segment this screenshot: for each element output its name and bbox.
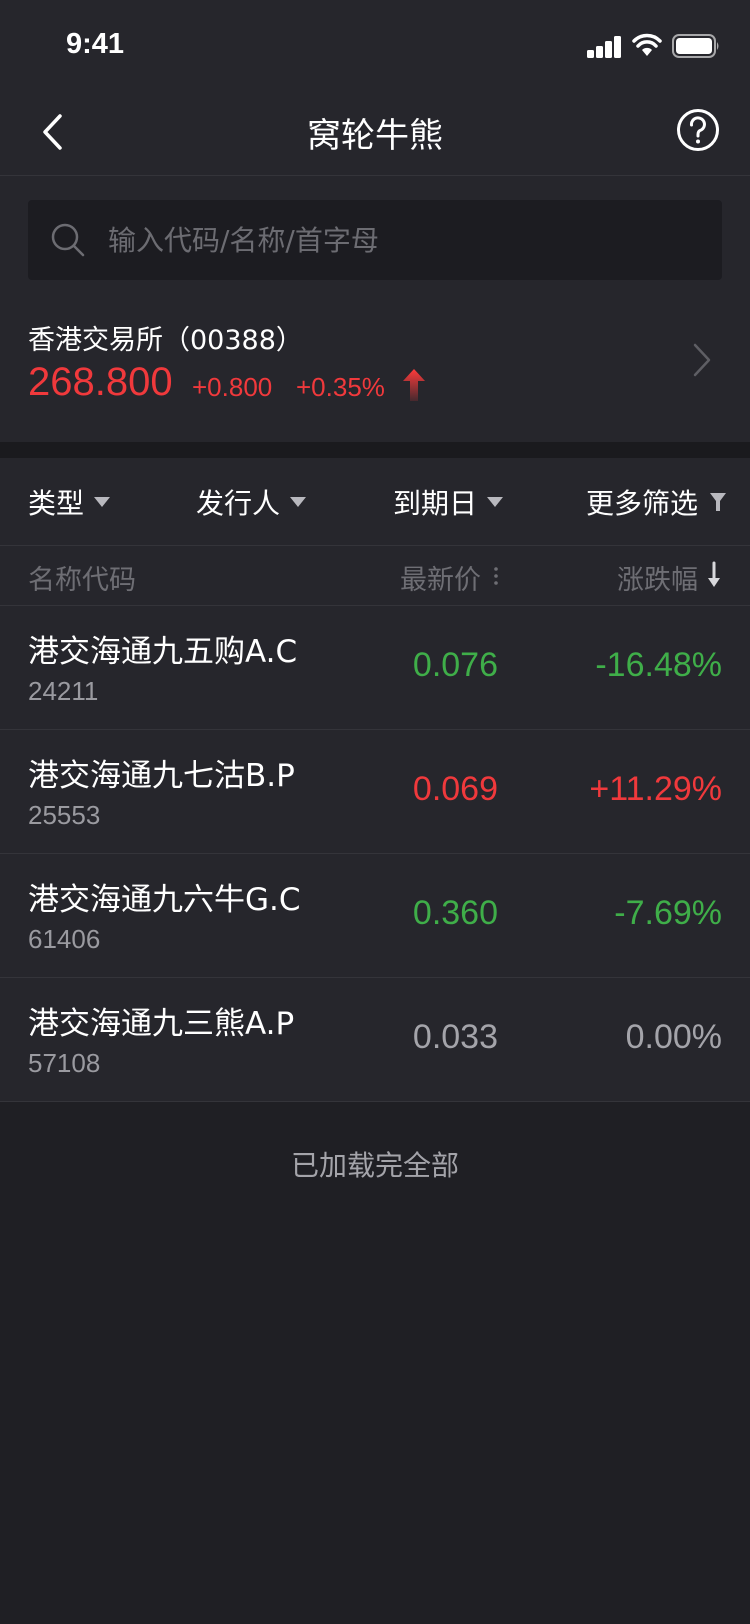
table-row[interactable]: 港交海通九三熊A.P 57108 0.033 0.00% bbox=[0, 978, 750, 1102]
row-change: -16.48% bbox=[595, 646, 722, 684]
chevron-right-icon bbox=[693, 343, 711, 377]
wifi-icon bbox=[632, 33, 662, 56]
row-code: 24211 bbox=[28, 676, 99, 706]
signal-icon bbox=[587, 36, 623, 58]
row-price: 0.076 bbox=[412, 646, 498, 684]
back-button[interactable] bbox=[30, 110, 74, 154]
column-header: 名称代码 最新价 涨跌幅 bbox=[0, 546, 750, 606]
nav-bar: 窝轮牛熊 bbox=[0, 88, 750, 176]
index-quote-card[interactable]: 香港交易所（00388） 268.800 +0.800 +0.35% bbox=[0, 300, 750, 442]
row-change: -7.69% bbox=[614, 894, 722, 932]
index-price: 268.800 bbox=[28, 360, 173, 404]
filter-more-label: 更多筛选 bbox=[586, 487, 699, 520]
search-input[interactable] bbox=[108, 200, 708, 280]
header-panel: 9:41 窝轮牛 bbox=[0, 0, 750, 442]
filter-type[interactable]: 类型 bbox=[28, 458, 111, 546]
filter-expiry-label: 到期日 bbox=[393, 487, 478, 520]
page-title: 窝轮牛熊 bbox=[307, 116, 443, 156]
table-row[interactable]: 港交海通九五购A.C 24211 0.076 -16.48% bbox=[0, 606, 750, 730]
row-code: 61406 bbox=[28, 924, 101, 954]
warrant-list: 港交海通九五购A.C 24211 0.076 -16.48% 港交海通九七沽B.… bbox=[0, 606, 750, 1102]
row-price: 0.069 bbox=[412, 770, 498, 808]
row-name: 港交海通九五购A.C bbox=[28, 634, 298, 670]
filter-expiry[interactable]: 到期日 bbox=[393, 458, 504, 546]
more-vertical-icon bbox=[494, 567, 498, 585]
section-divider bbox=[0, 442, 750, 458]
status-bar: 9:41 bbox=[0, 0, 750, 88]
row-code: 57108 bbox=[28, 1048, 101, 1078]
search-box[interactable] bbox=[28, 200, 722, 280]
help-icon[interactable] bbox=[676, 108, 720, 152]
index-change: +0.800 bbox=[192, 372, 273, 402]
filter-type-label: 类型 bbox=[28, 487, 85, 520]
column-change-percent[interactable]: 涨跌幅 bbox=[617, 565, 698, 596]
list-end-message: 已加载完全部 bbox=[290, 1149, 459, 1182]
battery-icon bbox=[672, 34, 719, 58]
search-icon bbox=[51, 223, 85, 257]
funnel-icon bbox=[710, 493, 727, 511]
filter-issuer-label: 发行人 bbox=[196, 487, 281, 520]
row-change: 0.00% bbox=[625, 1018, 722, 1056]
column-latest-price[interactable]: 最新价 bbox=[400, 565, 481, 596]
row-name: 港交海通九七沽B.P bbox=[28, 758, 295, 794]
index-change-percent: +0.35% bbox=[296, 372, 385, 402]
sort-desc-icon[interactable] bbox=[706, 560, 722, 590]
row-name: 港交海通九三熊A.P bbox=[28, 1006, 295, 1042]
arrow-up-icon bbox=[403, 369, 425, 401]
row-change: +11.29% bbox=[589, 770, 722, 808]
row-price: 0.033 bbox=[412, 1018, 498, 1056]
column-name-code: 名称代码 bbox=[28, 565, 136, 596]
caret-down-icon bbox=[290, 497, 307, 507]
chevron-left-icon bbox=[43, 114, 62, 150]
caret-down-icon bbox=[94, 497, 111, 507]
row-name: 港交海通九六牛G.C bbox=[28, 882, 301, 918]
table-row[interactable]: 港交海通九六牛G.C 61406 0.360 -7.69% bbox=[0, 854, 750, 978]
index-name: 香港交易所（00388） bbox=[28, 325, 303, 356]
row-price: 0.360 bbox=[412, 894, 498, 932]
status-time: 9:41 bbox=[66, 28, 125, 60]
table-row[interactable]: 港交海通九七沽B.P 25553 0.069 +11.29% bbox=[0, 730, 750, 854]
filter-more[interactable]: 更多筛选 bbox=[586, 458, 728, 546]
filter-bar: 类型 发行人 到期日 更多筛选 bbox=[0, 458, 750, 546]
filter-issuer[interactable]: 发行人 bbox=[196, 458, 307, 546]
row-code: 25553 bbox=[28, 800, 101, 830]
caret-down-icon bbox=[487, 497, 504, 507]
